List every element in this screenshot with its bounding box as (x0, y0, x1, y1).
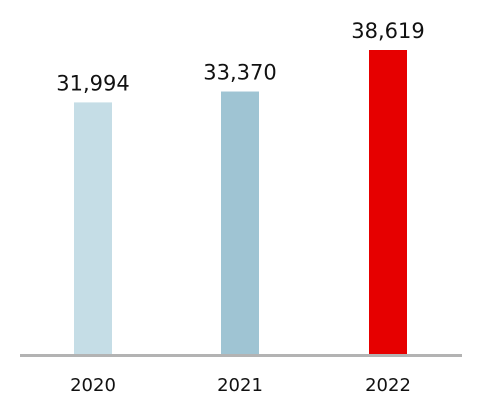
value-label-2020: 31,994 (56, 71, 129, 95)
x-tick-label-2020: 2020 (70, 375, 116, 396)
bar-group (74, 50, 407, 356)
bar-2020 (74, 102, 112, 356)
x-tick-label-2021: 2021 (217, 375, 263, 396)
bar-2022 (369, 50, 407, 356)
value-label-2021: 33,370 (203, 61, 276, 85)
bar-2021 (221, 91, 259, 356)
value-label-group: 31,994 33,370 38,619 (56, 19, 424, 95)
value-label-2022: 38,619 (351, 19, 424, 43)
x-tick-label-group: 2020 2021 2022 (70, 375, 411, 396)
x-tick-label-2022: 2022 (365, 375, 411, 396)
